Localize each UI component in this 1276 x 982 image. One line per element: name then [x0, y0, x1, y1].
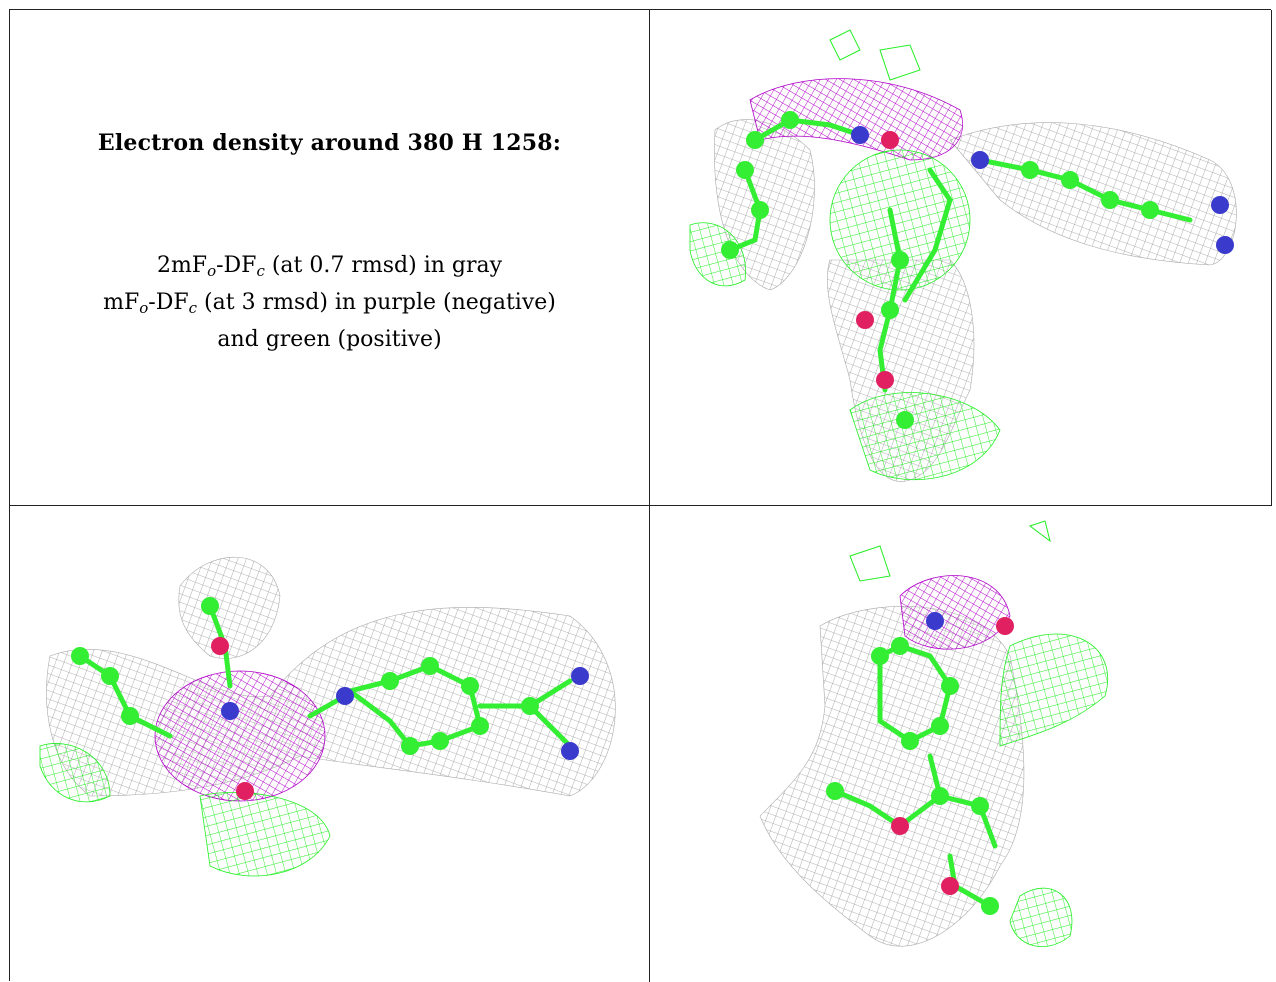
- gray-mesh-region: [178, 556, 281, 659]
- density-image-1: [689, 29, 1237, 482]
- purple-mesh-region: [749, 78, 963, 161]
- atoms: [826, 612, 1014, 915]
- legend-line-colors: and green (positive): [217, 327, 442, 352]
- density-view-top-right: [650, 10, 1272, 506]
- density-image-3: [759, 520, 1109, 947]
- green-mesh-region: [39, 743, 111, 803]
- green-mesh-region: [689, 222, 746, 287]
- density-view-bottom-left: [10, 506, 650, 982]
- density-view-bottom-right: [650, 506, 1272, 982]
- caption-cell: Electron density around 380 H 1258: 2mFo…: [10, 10, 650, 506]
- density-image-2: [39, 556, 616, 877]
- caption-legend: 2mFo-DFc (at 0.7 rmsd) in gray mFo-DFc (…: [10, 250, 649, 355]
- legend-line-mfo: mFo-DFc (at 3 rmsd) in purple (negative): [103, 290, 556, 317]
- purple-mesh-region: [899, 575, 1011, 650]
- caption-title: Electron density around 380 H 1258:: [97, 130, 562, 156]
- legend-line-2mfo: 2mFo-DFc (at 0.7 rmsd) in gray: [156, 253, 503, 280]
- green-mesh-region: [1009, 887, 1073, 947]
- green-mesh-region: [199, 791, 331, 877]
- figure-table: Electron density around 380 H 1258: 2mFo…: [9, 9, 1272, 982]
- green-mesh-region: [829, 149, 971, 291]
- purple-mesh-region: [154, 670, 326, 802]
- green-mesh-region: [999, 633, 1109, 747]
- green-mesh-fragment: [849, 520, 1051, 582]
- gray-mesh-region: [759, 606, 1025, 947]
- green-mesh-fragment: [829, 29, 921, 81]
- atoms: [71, 597, 589, 800]
- atoms: [721, 111, 1234, 429]
- green-mesh-region: [849, 392, 1001, 480]
